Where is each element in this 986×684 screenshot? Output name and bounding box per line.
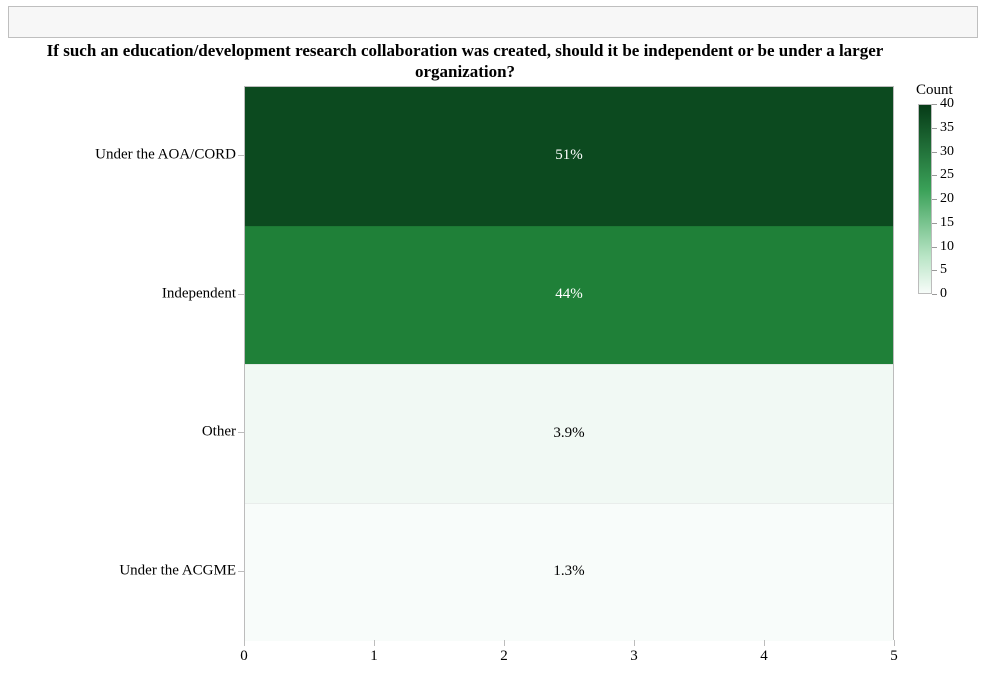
colorbar-tick-label: 10 [940, 239, 954, 255]
colorbar-tick-label: 35 [940, 120, 954, 136]
colorbar-tick-label: 30 [940, 144, 954, 160]
colorbar-tick [932, 199, 937, 200]
y-category-label: Other [202, 424, 236, 441]
x-tick [894, 640, 895, 646]
colorbar-tick [932, 270, 937, 271]
colorbar-tick [932, 104, 937, 105]
bar-1: 44% [245, 226, 893, 365]
bar-percent-label: 1.3% [553, 563, 584, 580]
x-tick [244, 640, 245, 646]
colorbar-tick-label: 40 [940, 96, 954, 112]
y-tick [238, 571, 244, 572]
bar-2: 3.9% [245, 364, 893, 503]
x-tick-label: 1 [370, 648, 378, 665]
colorbar-tick-label: 20 [940, 191, 954, 207]
x-tick-label: 5 [890, 648, 898, 665]
bar-percent-label: 44% [555, 286, 583, 303]
bar-0: 51% [245, 87, 893, 226]
colorbar-tick [932, 128, 937, 129]
colorbar-tick-label: 25 [940, 167, 954, 183]
x-tick-label: 4 [760, 648, 768, 665]
x-tick-label: 0 [240, 648, 248, 665]
x-tick [504, 640, 505, 646]
y-category-label: Under the ACGME [119, 562, 236, 579]
legend-colorbar [918, 104, 932, 294]
colorbar-tick [932, 223, 937, 224]
y-tick [238, 294, 244, 295]
y-category-label: Under the AOA/CORD [95, 147, 236, 164]
colorbar-tick-label: 15 [940, 215, 954, 231]
y-tick [238, 432, 244, 433]
y-tick [238, 155, 244, 156]
bar-3: 1.3% [245, 503, 893, 642]
x-tick-label: 2 [500, 648, 508, 665]
top-frame [8, 6, 978, 38]
colorbar-tick [932, 175, 937, 176]
colorbar-tick [932, 247, 937, 248]
x-tick [634, 640, 635, 646]
colorbar-tick [932, 294, 937, 295]
x-tick [764, 640, 765, 646]
x-tick-label: 3 [630, 648, 638, 665]
x-tick [374, 640, 375, 646]
bar-percent-label: 3.9% [553, 425, 584, 442]
chart-title: If such an education/development researc… [30, 40, 900, 83]
bar-percent-label: 51% [555, 147, 583, 164]
y-category-label: Independent [162, 285, 236, 302]
colorbar-tick [932, 152, 937, 153]
colorbar-tick-label: 0 [940, 286, 947, 302]
colorbar-tick-label: 5 [940, 262, 947, 278]
chart-plot-area: 51% 44% 3.9% 1.3% [244, 86, 894, 640]
